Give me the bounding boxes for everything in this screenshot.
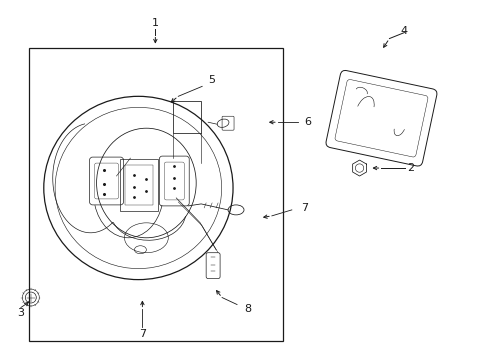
Text: 1: 1: [152, 18, 159, 28]
Bar: [125, 165, 153, 205]
Text: 6: 6: [304, 117, 311, 127]
Bar: [120, 159, 158, 211]
Text: 8: 8: [244, 305, 251, 315]
Text: 3: 3: [18, 309, 24, 319]
Text: 4: 4: [400, 26, 407, 36]
Text: 5: 5: [208, 75, 215, 85]
Text: 7: 7: [301, 203, 308, 213]
Text: 2: 2: [407, 163, 414, 173]
Bar: [173, 101, 201, 133]
Bar: [29, 48, 282, 341]
Text: 7: 7: [139, 329, 145, 339]
